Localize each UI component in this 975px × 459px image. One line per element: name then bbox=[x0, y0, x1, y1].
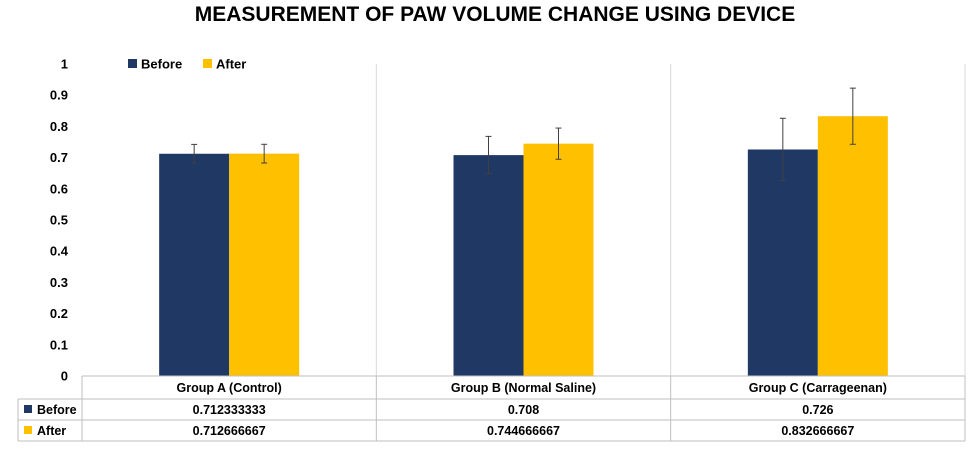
table-cell-value: 0.712666667 bbox=[193, 424, 266, 438]
table-row-label-before: Before bbox=[37, 403, 77, 417]
bar-after bbox=[523, 143, 594, 376]
table-cell-value: 0.708 bbox=[508, 403, 539, 417]
category-label: Group C (Carrageenan) bbox=[749, 381, 887, 395]
y-tick-label: 0.6 bbox=[50, 181, 68, 196]
y-tick-label: 1 bbox=[61, 57, 68, 72]
y-tick-label: 0.7 bbox=[50, 150, 68, 165]
table-cell-value: 0.744666667 bbox=[487, 424, 560, 438]
legend-swatch-before bbox=[128, 59, 137, 68]
chart-title: MEASUREMENT OF PAW VOLUME CHANGE USING D… bbox=[195, 3, 795, 26]
bar-after bbox=[229, 153, 300, 376]
data-table: Group A (Control) Group B (Normal Saline)… bbox=[17, 375, 966, 442]
y-tick-label: 0.3 bbox=[50, 275, 68, 290]
y-tick-label: 0 bbox=[61, 369, 68, 384]
table-row-label-after: After bbox=[37, 424, 66, 438]
bar-before bbox=[453, 155, 524, 376]
bar-after bbox=[817, 116, 888, 376]
legend-label-after: After bbox=[216, 57, 246, 72]
error-bars bbox=[191, 87, 856, 182]
legend-swatch-after bbox=[203, 59, 212, 68]
plot-grid bbox=[375, 64, 966, 376]
y-tick-label: 0.8 bbox=[50, 119, 68, 134]
legend-label-before: Before bbox=[141, 57, 182, 72]
table-cell-value: 0.726 bbox=[802, 403, 833, 417]
table-cell-value: 0.712333333 bbox=[193, 403, 266, 417]
bars bbox=[159, 116, 888, 376]
bar-before bbox=[159, 153, 230, 376]
legend: Before After bbox=[128, 57, 246, 72]
category-label: Group A (Control) bbox=[177, 381, 282, 395]
table-cell-value: 0.832666667 bbox=[781, 424, 854, 438]
y-tick-label: 0.1 bbox=[50, 337, 68, 352]
bar-before bbox=[747, 149, 818, 376]
y-tick-label: 0.5 bbox=[50, 213, 68, 228]
table-legend-key-before bbox=[24, 405, 32, 413]
table-legend-key-after bbox=[24, 426, 32, 434]
y-tick-label: 0.9 bbox=[50, 88, 68, 103]
category-label: Group B (Normal Saline) bbox=[451, 381, 596, 395]
y-tick-label: 0.4 bbox=[50, 244, 69, 259]
y-tick-label: 0.2 bbox=[50, 306, 68, 321]
y-axis: 0 0.1 0.2 0.3 0.4 0.5 0.6 0.7 0.8 0.9 1 bbox=[50, 57, 69, 384]
